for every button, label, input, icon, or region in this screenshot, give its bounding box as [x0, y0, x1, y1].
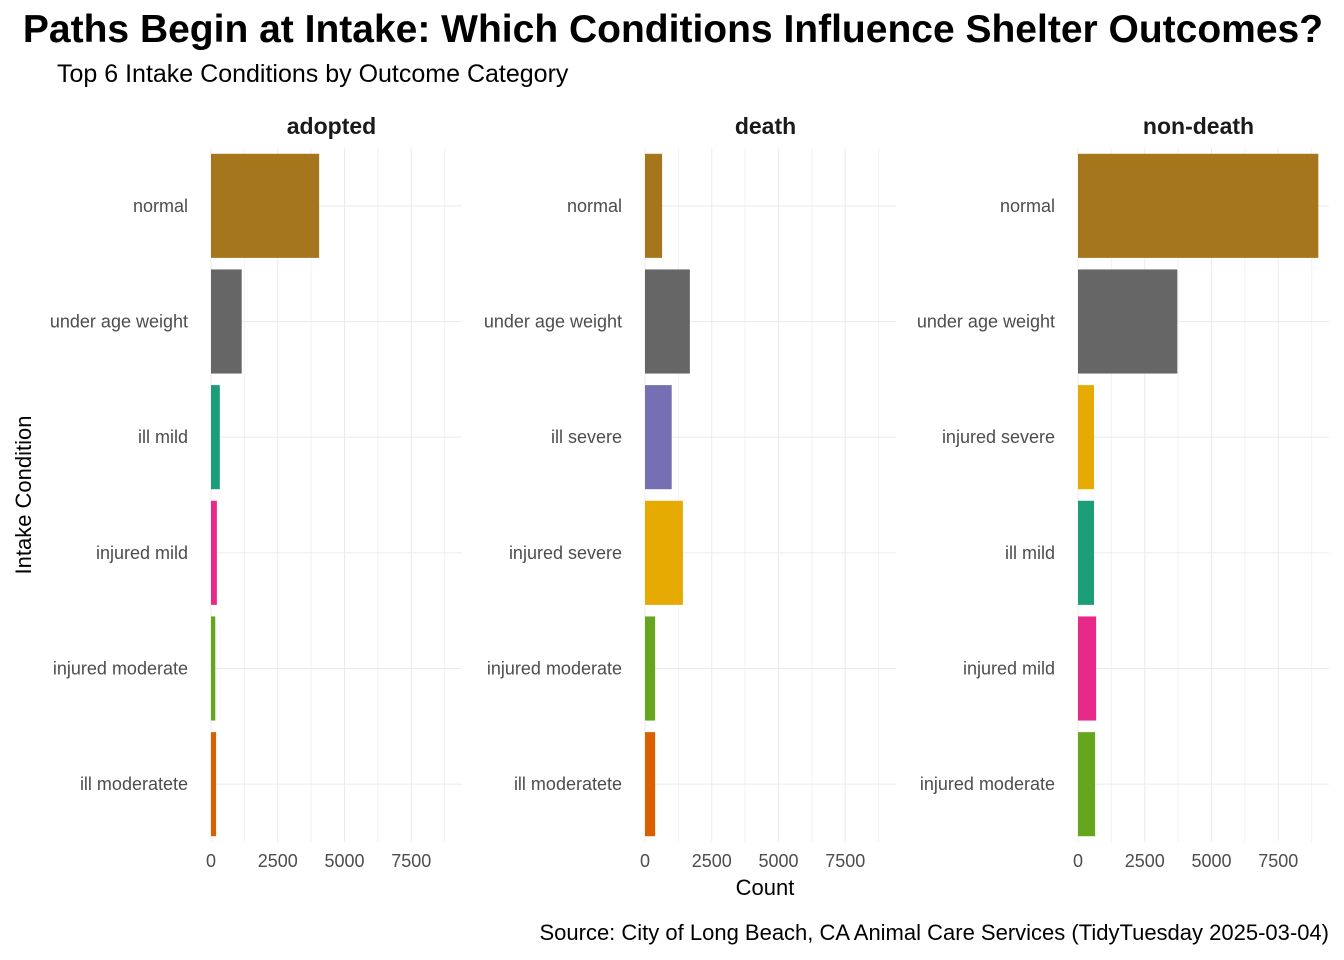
y-axis-title: Intake Condition: [11, 416, 36, 575]
y-tick-label: ill moderatete: [80, 774, 188, 794]
y-tick-label: under age weight: [484, 312, 622, 332]
y-tick-label: injured moderate: [487, 659, 622, 679]
y-tick-label: ill moderatete: [514, 774, 622, 794]
y-tick-label: injured severe: [942, 427, 1055, 447]
facet-label-adopted: adopted: [287, 113, 376, 139]
facet-label-death: death: [735, 113, 796, 139]
bar-adopted-injured-mild: [211, 500, 217, 605]
x-tick-label: 5000: [758, 851, 798, 871]
bar-non-death-ill-mild: [1078, 500, 1095, 605]
x-tick-label: 0: [1073, 851, 1083, 871]
bar-adopted-normal: [211, 153, 320, 258]
y-tick-label: normal: [1000, 196, 1055, 216]
bar-non-death-normal: [1078, 153, 1319, 258]
bar-adopted-ill-mild: [211, 385, 220, 490]
x-tick-label: 5000: [1191, 851, 1231, 871]
y-tick-label: injured mild: [96, 543, 188, 563]
x-axis-title: Count: [736, 875, 795, 900]
x-tick-label: 0: [640, 851, 650, 871]
y-tick-label: normal: [567, 196, 622, 216]
y-tick-label: normal: [133, 196, 188, 216]
bar-death-ill-severe: [645, 385, 672, 490]
y-tick-label: injured moderate: [53, 659, 188, 679]
y-tick-label: injured severe: [509, 543, 622, 563]
x-tick-label: 7500: [825, 851, 865, 871]
x-tick-label: 2500: [692, 851, 732, 871]
y-tick-label: injured moderate: [920, 774, 1055, 794]
bar-death-under-age-weight: [645, 269, 690, 374]
y-tick-label: ill mild: [138, 427, 188, 447]
bar-adopted-under-age-weight: [211, 269, 242, 374]
facet-panel-adopted: adopted normal under age weight ill mild inj…: [50, 113, 462, 871]
x-tick-label: 0: [206, 851, 216, 871]
bar-death-injured-moderate: [645, 616, 656, 721]
x-tick-label: 7500: [1258, 851, 1298, 871]
chart-subtitle: Top 6 Intake Conditions by Outcome Categ…: [57, 60, 569, 88]
y-tick-label: ill severe: [551, 427, 622, 447]
bar-non-death-injured-severe: [1078, 385, 1095, 490]
y-tick-label: ill mild: [1005, 543, 1055, 563]
y-tick-label: under age weight: [50, 312, 188, 332]
bar-non-death-under-age-weight: [1078, 269, 1178, 374]
chart-title: Paths Begin at Intake: Which Conditions …: [23, 8, 1323, 51]
y-tick-label: injured mild: [963, 659, 1055, 679]
facet-label-non-death: non-death: [1143, 113, 1254, 139]
x-tick-label: 5000: [324, 851, 364, 871]
chart-caption: Source: City of Long Beach, CA Animal Ca…: [539, 920, 1329, 945]
bar-death-injured-severe: [645, 500, 683, 605]
bar-adopted-ill-moderatete: [211, 732, 217, 837]
facet-panel-non-death: non-death normal under age weight injured s…: [917, 113, 1329, 871]
bar-non-death-injured-moderate: [1078, 732, 1096, 837]
y-tick-label: under age weight: [917, 312, 1055, 332]
x-tick-label: 2500: [1125, 851, 1165, 871]
bar-death-normal: [645, 153, 663, 258]
bar-non-death-injured-mild: [1078, 616, 1097, 721]
facet-panels: adopted normal under age weight ill mild inj…: [50, 113, 1329, 871]
facet-panel-death: death normal under age weight ill severe inj…: [484, 113, 896, 871]
bar-adopted-injured-moderate: [211, 616, 216, 721]
bar-death-ill-moderatete: [645, 732, 656, 837]
x-tick-label: 2500: [258, 851, 298, 871]
x-tick-label: 7500: [391, 851, 431, 871]
